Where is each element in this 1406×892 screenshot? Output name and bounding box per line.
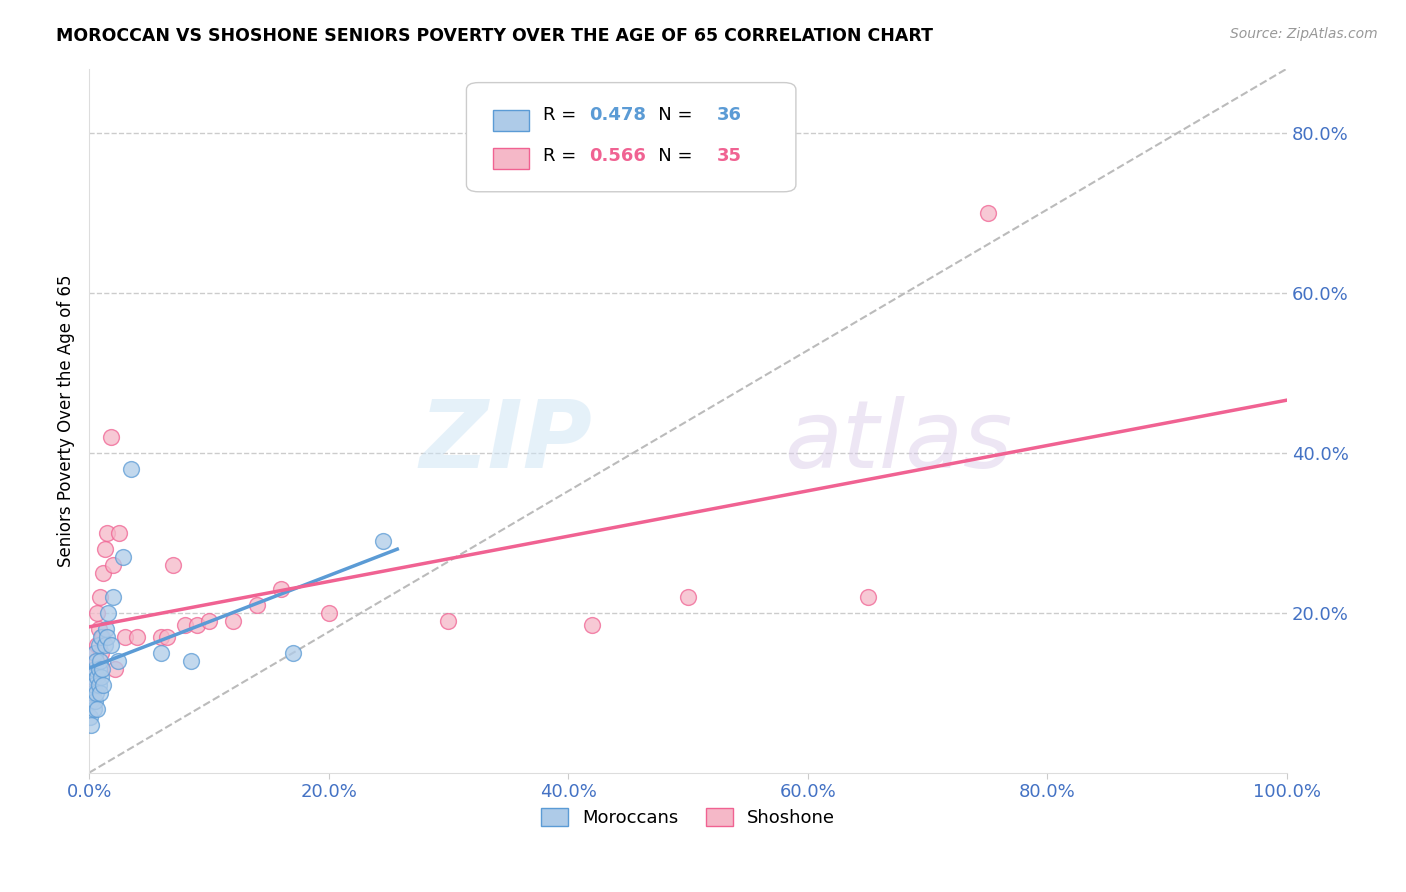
Point	[125, 630, 148, 644]
Point	[93, 678, 115, 692]
Text: R =: R =	[543, 147, 582, 165]
Text: atlas: atlas	[785, 396, 1012, 487]
Point	[82, 662, 104, 676]
Point	[174, 617, 197, 632]
Text: 0.566: 0.566	[589, 147, 645, 165]
Point	[114, 630, 136, 644]
Point	[90, 646, 112, 660]
Point	[89, 686, 111, 700]
FancyBboxPatch shape	[467, 83, 796, 192]
Point	[80, 694, 103, 708]
Point	[87, 678, 110, 692]
Point	[856, 590, 879, 604]
Point	[318, 606, 340, 620]
Point	[83, 670, 105, 684]
Point	[281, 646, 304, 660]
Point	[87, 638, 110, 652]
Text: 0.478: 0.478	[589, 106, 645, 124]
Point	[186, 617, 208, 632]
Point	[83, 678, 105, 692]
Point	[222, 614, 245, 628]
Point	[86, 670, 108, 684]
Point	[198, 614, 221, 628]
Text: 36: 36	[717, 106, 742, 124]
Text: R =: R =	[543, 106, 582, 124]
Text: 35: 35	[717, 147, 742, 165]
Point	[111, 549, 134, 564]
Point	[90, 630, 112, 644]
Point	[104, 662, 127, 676]
Point	[94, 622, 117, 636]
Point	[80, 717, 103, 731]
Point	[84, 646, 107, 660]
Point	[371, 533, 394, 548]
Point	[84, 654, 107, 668]
Point	[87, 622, 110, 636]
Point	[976, 205, 998, 219]
Point	[91, 630, 114, 644]
FancyBboxPatch shape	[492, 110, 529, 130]
Point	[676, 590, 699, 604]
Text: N =: N =	[641, 147, 699, 165]
Point	[96, 630, 118, 644]
Point	[89, 654, 111, 668]
Point	[82, 686, 104, 700]
Point	[108, 525, 131, 540]
Point	[84, 686, 107, 700]
Text: N =: N =	[641, 106, 699, 124]
Point	[270, 582, 292, 596]
Point	[100, 430, 122, 444]
Point	[84, 646, 107, 660]
Point	[83, 702, 105, 716]
Text: Source: ZipAtlas.com: Source: ZipAtlas.com	[1230, 27, 1378, 41]
Point	[162, 558, 184, 572]
FancyBboxPatch shape	[492, 147, 529, 169]
Point	[246, 598, 269, 612]
Point	[437, 614, 460, 628]
Point	[93, 541, 115, 556]
Point	[101, 558, 124, 572]
Point	[149, 630, 172, 644]
Point	[96, 525, 118, 540]
Point	[79, 710, 101, 724]
Point	[93, 566, 115, 580]
Point	[90, 670, 112, 684]
Point	[84, 694, 107, 708]
Point	[82, 670, 104, 684]
Point	[100, 638, 122, 652]
Text: ZIP: ZIP	[419, 396, 592, 488]
Point	[101, 590, 124, 604]
Point	[180, 654, 202, 668]
Point	[581, 617, 603, 632]
Legend: Moroccans, Shoshone: Moroccans, Shoshone	[534, 800, 842, 834]
Point	[80, 686, 103, 700]
Point	[87, 662, 110, 676]
Point	[91, 662, 114, 676]
Point	[89, 590, 111, 604]
Point	[84, 662, 107, 676]
Point	[156, 630, 179, 644]
Point	[86, 702, 108, 716]
Text: MOROCCAN VS SHOSHONE SENIORS POVERTY OVER THE AGE OF 65 CORRELATION CHART: MOROCCAN VS SHOSHONE SENIORS POVERTY OVE…	[56, 27, 934, 45]
Point	[149, 646, 172, 660]
Point	[120, 461, 142, 475]
Point	[86, 638, 108, 652]
Point	[84, 654, 107, 668]
Point	[97, 606, 120, 620]
Point	[93, 638, 115, 652]
Point	[86, 606, 108, 620]
Point	[107, 654, 129, 668]
Y-axis label: Seniors Poverty Over the Age of 65: Seniors Poverty Over the Age of 65	[58, 275, 75, 567]
